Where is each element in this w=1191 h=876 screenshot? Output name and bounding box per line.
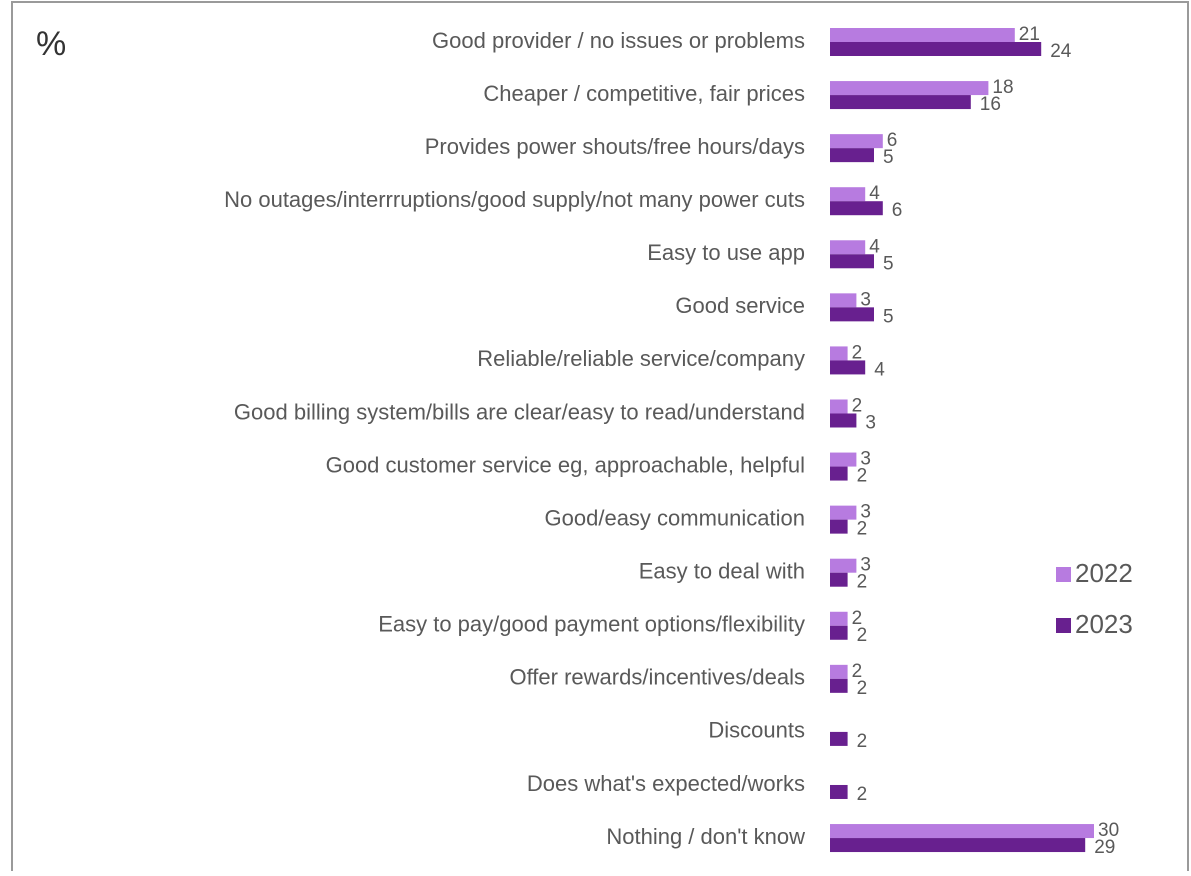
bar [830, 134, 883, 149]
bar [830, 558, 857, 573]
value-label: 16 [980, 94, 1001, 115]
bar [830, 240, 866, 255]
category-label: Provides power shouts/free hours/days [425, 134, 805, 159]
bar [830, 824, 1094, 839]
category-label: Does what's expected/works [527, 771, 805, 796]
value-label: 2 [857, 784, 868, 805]
value-label: 4 [869, 183, 880, 204]
category-label: Discounts [708, 718, 805, 743]
legend-swatch [1056, 618, 1071, 633]
bar [830, 466, 848, 481]
bar [830, 148, 874, 163]
value-label: 6 [892, 200, 903, 221]
bar [830, 254, 874, 269]
category-label: Good/easy communication [545, 505, 805, 530]
category-label: Cheaper / competitive, fair prices [483, 81, 805, 106]
value-label: 18 [992, 77, 1013, 98]
value-label: 3 [860, 449, 871, 470]
bar [830, 42, 1042, 56]
bar [830, 611, 848, 626]
bar [830, 201, 883, 216]
value-label: 5 [883, 147, 894, 168]
value-label: 2 [857, 731, 868, 752]
category-label: Nothing / don't know [606, 824, 805, 849]
bar [830, 187, 866, 202]
value-label: 24 [1050, 41, 1072, 62]
value-label: 3 [860, 502, 871, 523]
bar [830, 413, 857, 428]
bar [830, 625, 848, 640]
category-label: No outages/interrruptions/good supply/no… [224, 187, 805, 212]
value-label: 3 [860, 555, 871, 576]
value-label: 30 [1098, 820, 1119, 841]
category-label: Offer rewards/incentives/deals [509, 665, 805, 690]
category-label: Good provider / no issues or problems [432, 28, 805, 53]
bar [830, 505, 857, 520]
value-label: 2 [852, 608, 863, 629]
bar [830, 293, 857, 308]
chart-title: % [36, 25, 66, 63]
bar [830, 307, 874, 322]
value-label: 3 [860, 289, 871, 310]
category-label: Easy to pay/good payment options/flexibi… [378, 612, 805, 637]
value-label: 5 [883, 253, 894, 274]
value-label: 2 [857, 519, 868, 540]
category-label: Easy to use app [647, 240, 805, 265]
value-label: 2 [857, 466, 868, 487]
value-label: 4 [869, 236, 880, 257]
frame [11, 1, 1189, 871]
value-label: 5 [883, 306, 894, 327]
value-label: 21 [1019, 24, 1040, 45]
value-label: 2 [857, 572, 868, 593]
value-label: 3 [865, 413, 876, 434]
value-label: 29 [1094, 837, 1115, 858]
bar [830, 452, 857, 467]
category-label: Reliable/reliable service/company [477, 346, 805, 371]
bar [830, 678, 848, 693]
category-label: Good customer service eg, approachable, … [326, 452, 805, 477]
value-label: 2 [852, 396, 863, 417]
legend-swatch [1056, 567, 1071, 582]
value-label: 2 [857, 625, 868, 646]
bar [830, 399, 848, 414]
bar [830, 838, 1086, 853]
bar [830, 95, 971, 110]
legend-label: 2023 [1075, 609, 1133, 639]
bar [830, 731, 848, 746]
value-label: 2 [852, 342, 863, 363]
bar [830, 360, 866, 375]
bar [830, 346, 848, 361]
category-label: Easy to deal with [639, 559, 805, 584]
bar [830, 81, 989, 96]
bar [830, 28, 1015, 42]
bar [830, 664, 848, 679]
legend-label: 2022 [1075, 558, 1133, 588]
value-label: 2 [852, 661, 863, 682]
bar [830, 519, 848, 534]
category-label: Good service [675, 293, 805, 318]
category-label: Good billing system/bills are clear/easy… [234, 399, 805, 424]
value-label: 4 [874, 359, 885, 380]
bar [830, 572, 848, 587]
value-label: 2 [857, 678, 868, 699]
bar [830, 784, 848, 799]
value-label: 6 [887, 130, 898, 151]
